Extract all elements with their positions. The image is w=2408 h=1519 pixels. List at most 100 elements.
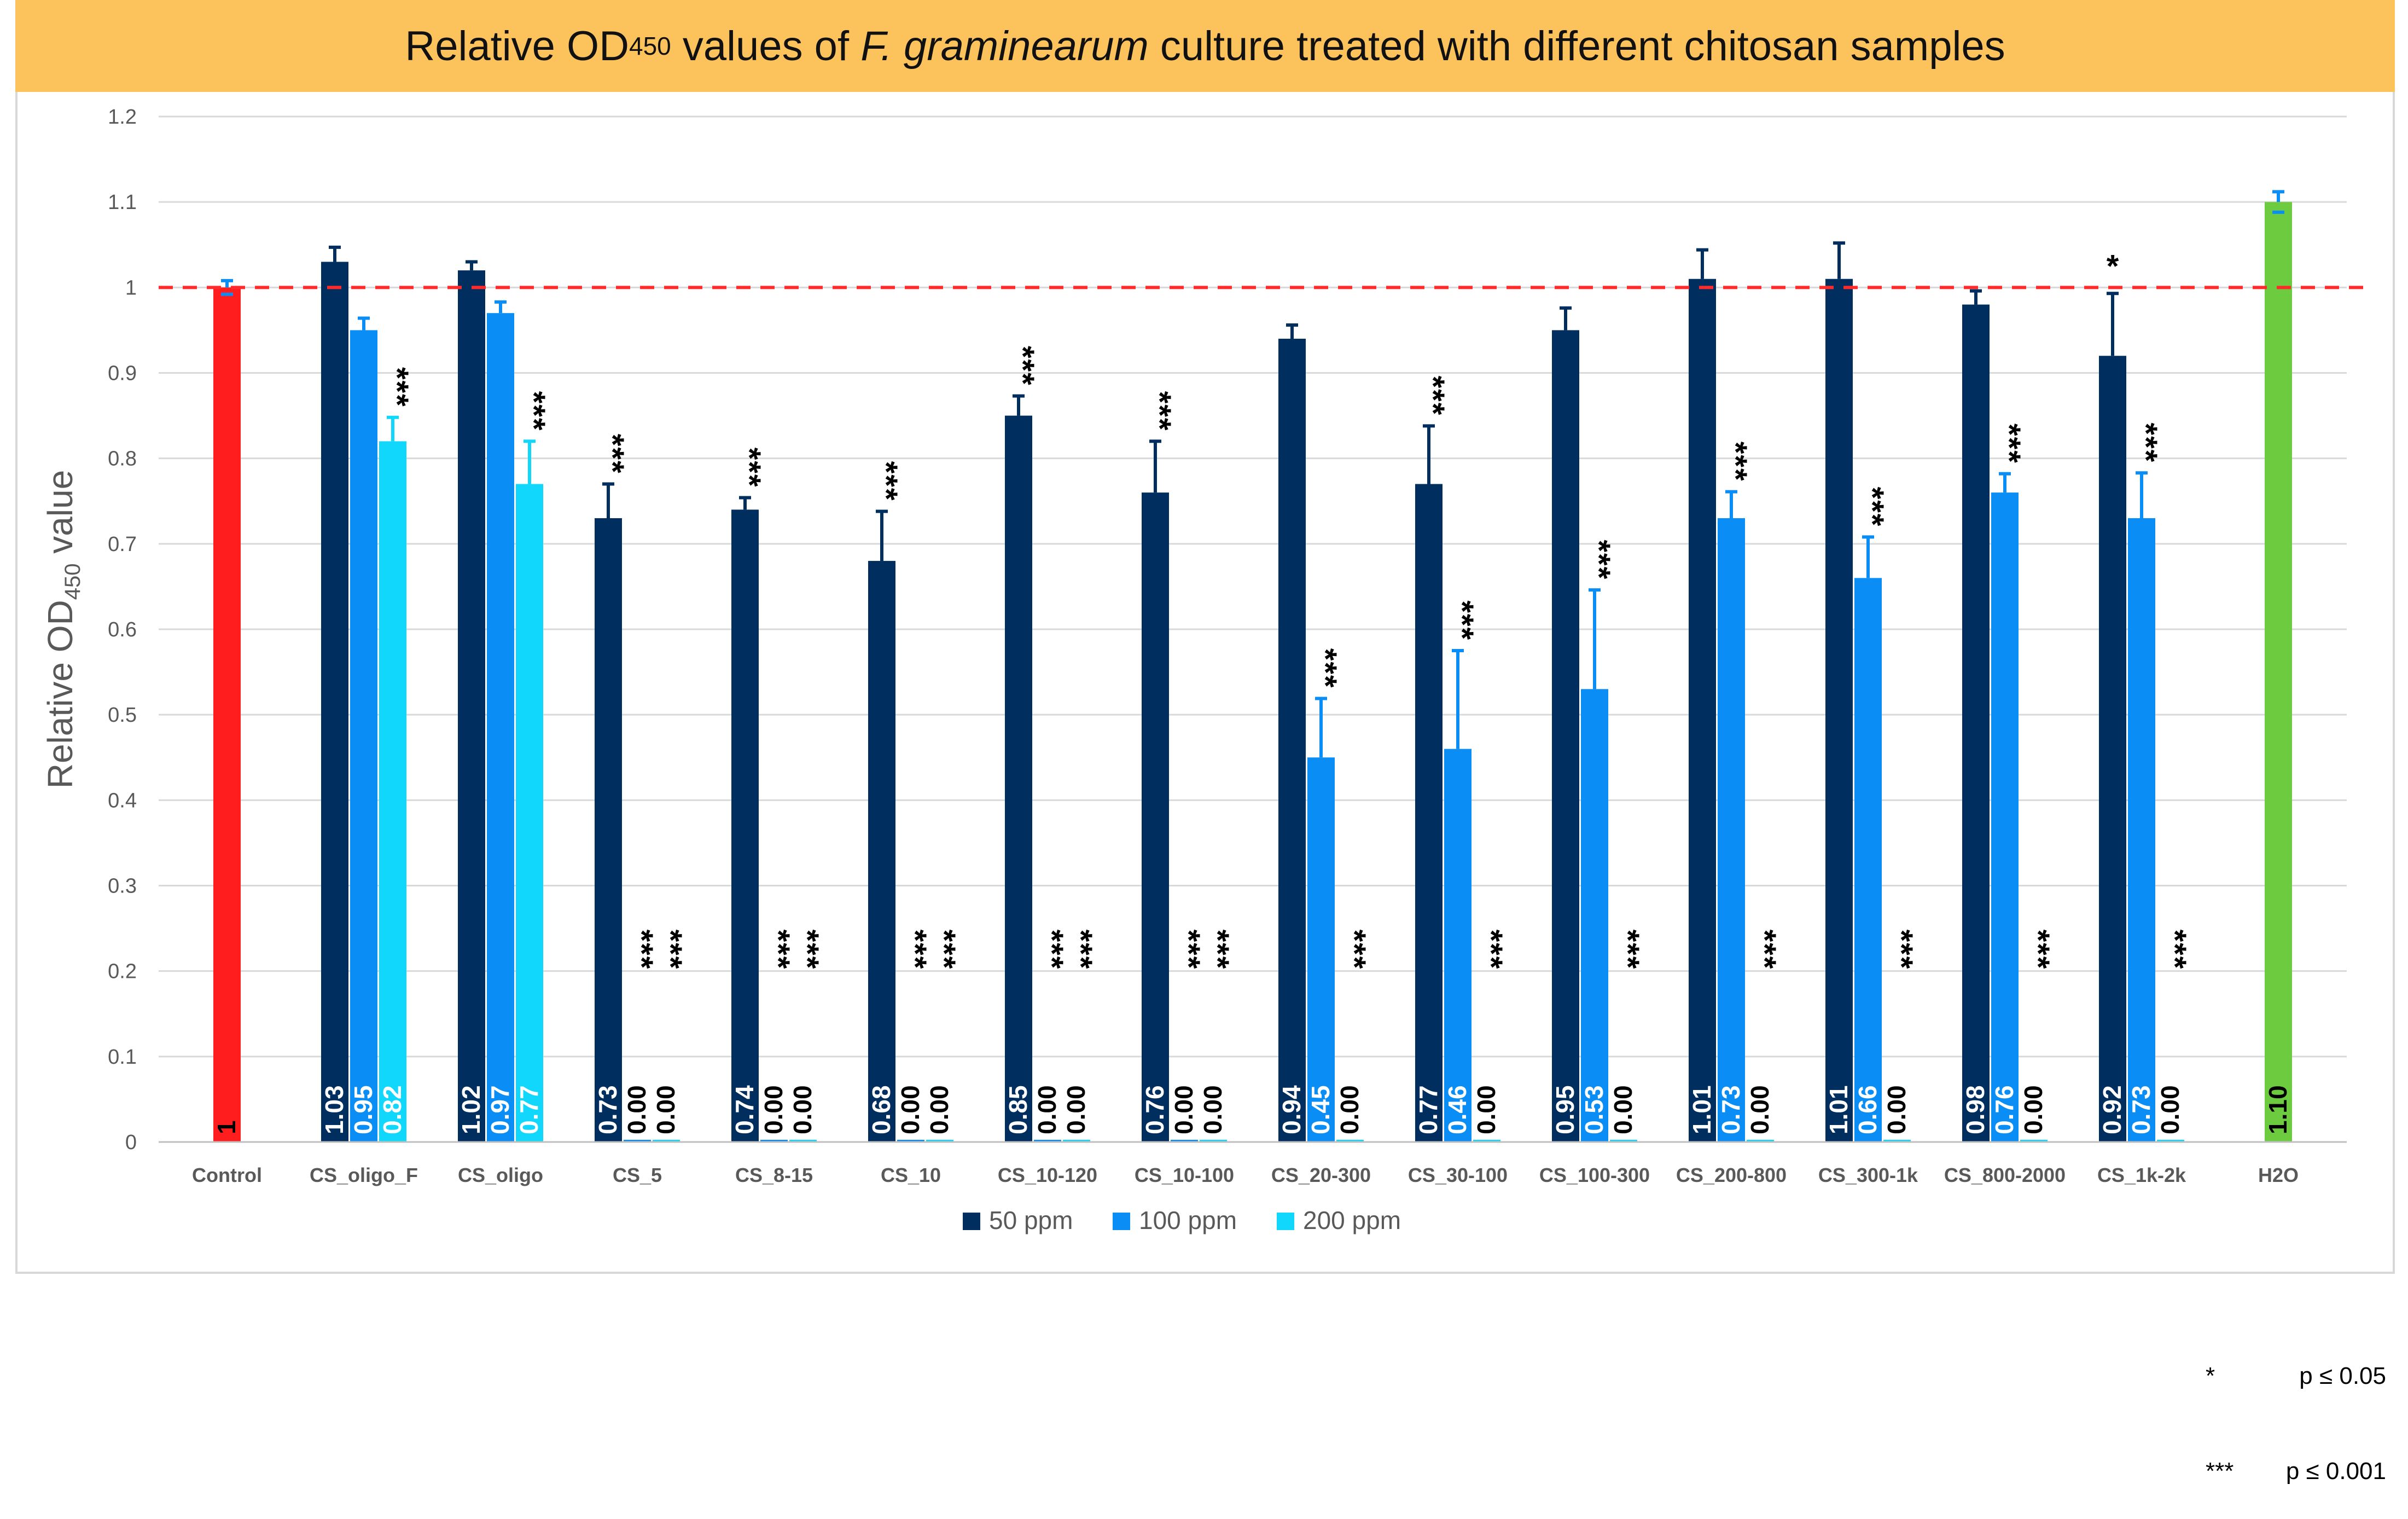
x-category-label: H2O xyxy=(2258,1164,2299,1186)
bar xyxy=(487,313,514,1142)
significance-label: *** xyxy=(1444,600,1480,641)
bar xyxy=(1307,757,1335,1142)
bar xyxy=(624,1140,651,1142)
data-label: 0.00 xyxy=(1472,1085,1500,1134)
data-label: 0.00 xyxy=(2156,1085,2184,1134)
bar xyxy=(1200,1140,1227,1142)
bar xyxy=(1063,1140,1090,1142)
significance-label: *** xyxy=(1171,930,1206,970)
data-label: 1 xyxy=(212,1120,241,1134)
data-label: 0.68 xyxy=(867,1085,895,1134)
bar xyxy=(1854,578,1882,1142)
data-label: 0.00 xyxy=(652,1085,680,1134)
data-label: 0.00 xyxy=(623,1085,651,1134)
bar xyxy=(1581,689,1608,1142)
footnote-text-1: p ≤ 0.05 xyxy=(2299,1363,2386,1389)
bars: 1.03 0.95 0.82***1.02 0.97 0.77***0.73***0.0… xyxy=(212,190,2292,1143)
significance-label: *** xyxy=(731,448,767,488)
significance-label: *** xyxy=(1005,346,1040,386)
bar-chart: 1.03 0.95 0.82***1.02 0.97 0.77***0.73***0.0… xyxy=(40,106,2369,1234)
x-category-label: CS_oligo xyxy=(458,1164,543,1186)
significance-label: *** xyxy=(1991,424,2027,464)
y-tick-label: 0 xyxy=(125,1131,137,1154)
significance-label: *** xyxy=(595,434,630,474)
bar xyxy=(2020,1140,2048,1142)
significance-label: *** xyxy=(926,930,962,970)
significance-label: *** xyxy=(1854,487,1890,527)
significance-footnote: * p ≤ 0.05 *** p ≤ 0.001 xyxy=(2206,1297,2386,1519)
bar xyxy=(2157,1140,2184,1142)
x-category-label: CS_10-120 xyxy=(998,1164,1097,1186)
data-label: 0.00 xyxy=(1062,1085,1090,1134)
data-label: 0.77 xyxy=(1414,1085,1443,1134)
data-label: 0.00 xyxy=(1746,1085,1774,1134)
y-axis-label: Relative OD450 value xyxy=(40,470,85,789)
data-label: 0.98 xyxy=(1961,1085,1990,1134)
data-label: 0.45 xyxy=(1306,1085,1335,1134)
bar xyxy=(2265,202,2292,1143)
data-label: 0.73 xyxy=(1717,1085,1745,1134)
y-tick-label: 0.6 xyxy=(108,618,137,641)
legend-label: 100 ppm xyxy=(1139,1206,1237,1234)
bar xyxy=(897,1140,924,1142)
significance-label: *** xyxy=(624,930,659,970)
bar xyxy=(731,509,759,1142)
significance-label: *** xyxy=(379,367,415,408)
data-label: 1.02 xyxy=(457,1085,485,1134)
significance-label: *** xyxy=(1747,930,1782,970)
bar xyxy=(1336,1140,1364,1142)
data-label: 0.00 xyxy=(925,1085,953,1134)
x-category-label: CS_5 xyxy=(613,1164,662,1186)
significance-label: *** xyxy=(1473,930,1509,970)
data-label: 0.97 xyxy=(486,1085,514,1134)
bar xyxy=(1278,339,1306,1142)
bar xyxy=(1610,1140,1637,1142)
title-subscript: 450 xyxy=(629,32,671,60)
x-category-label: CS_10-100 xyxy=(1135,1164,1234,1186)
x-category-label: CS_300-1k xyxy=(1818,1164,1918,1186)
y-tick-label: 1.1 xyxy=(108,191,137,214)
significance-label: *** xyxy=(516,391,551,432)
bar xyxy=(321,262,348,1142)
y-tick-label: 0.8 xyxy=(108,448,137,471)
bar xyxy=(1883,1140,1911,1142)
bar xyxy=(789,1140,817,1142)
footnote-row-2: *** p ≤ 0.001 xyxy=(2206,1456,2386,1487)
data-label: 0.00 xyxy=(2019,1085,2048,1134)
y-tick-label: 0.2 xyxy=(108,960,137,983)
bar xyxy=(379,441,406,1142)
data-label: 0.77 xyxy=(515,1085,543,1134)
bar xyxy=(653,1140,680,1142)
y-tick-label: 0.1 xyxy=(108,1046,137,1069)
footnote-text-2: p ≤ 0.001 xyxy=(2285,1458,2386,1485)
significance-label: *** xyxy=(2128,422,2163,463)
significance-label: *** xyxy=(2020,930,2056,970)
footnote-symbol-1: * xyxy=(2206,1363,2215,1389)
significance-label: * xyxy=(2107,248,2119,284)
data-label: 0.95 xyxy=(349,1085,377,1134)
x-category-label: CS_800-2000 xyxy=(1944,1164,2066,1186)
bar xyxy=(1689,279,1716,1142)
data-label: 0.73 xyxy=(594,1085,622,1134)
bar xyxy=(1005,415,1032,1143)
data-label: 0.66 xyxy=(1853,1085,1882,1134)
legend: 50 ppm 100 ppm 200 ppm xyxy=(963,1206,1401,1234)
chart-title: Relative OD 450 values of F. graminearum … xyxy=(15,0,2395,92)
data-label: 0.00 xyxy=(1335,1085,1364,1134)
significance-label: *** xyxy=(1034,930,1069,970)
data-label: 0.82 xyxy=(378,1085,406,1134)
footnote-row-1: * p ≤ 0.05 xyxy=(2206,1360,2386,1392)
bar xyxy=(595,518,622,1142)
y-tick-label: 0.7 xyxy=(108,533,137,556)
y-tick-label: 0.5 xyxy=(108,704,137,727)
significance-label: *** xyxy=(897,930,933,970)
x-category-label: CS_8-15 xyxy=(735,1164,813,1186)
bar xyxy=(2099,356,2126,1143)
data-label: 0.46 xyxy=(1443,1085,1471,1134)
data-label: 0.95 xyxy=(1551,1085,1579,1134)
bar xyxy=(1142,492,1169,1143)
bar xyxy=(926,1140,953,1142)
bar xyxy=(458,270,485,1143)
legend-label: 50 ppm xyxy=(989,1206,1073,1234)
y-tick-label: 0.9 xyxy=(108,362,137,385)
